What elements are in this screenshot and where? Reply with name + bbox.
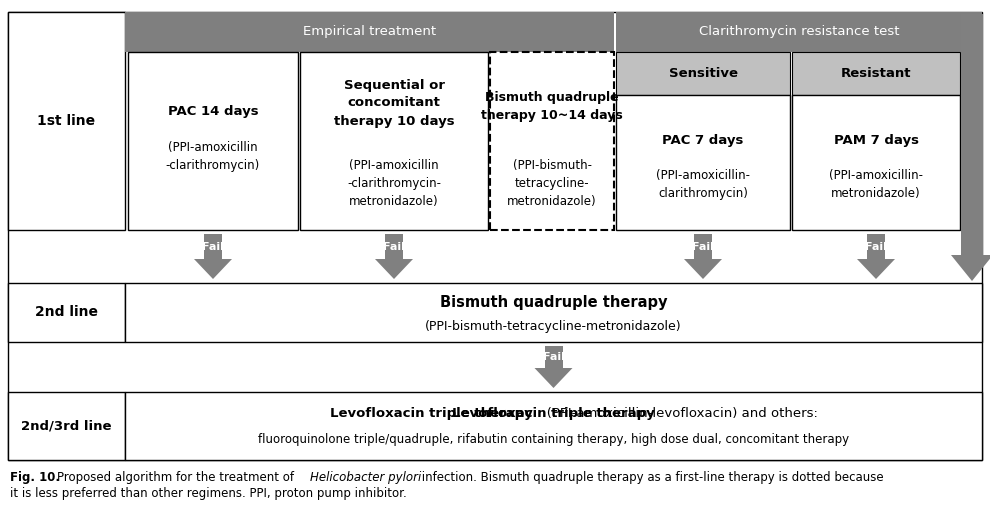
Text: infection. Bismuth quadruple therapy as a first-line therapy is dotted because: infection. Bismuth quadruple therapy as … [418,472,884,484]
FancyBboxPatch shape [128,52,298,230]
Text: Fail: Fail [383,242,405,252]
Text: Fail: Fail [202,242,224,252]
FancyBboxPatch shape [204,234,222,259]
Text: fluoroquinolone triple/quadruple, rifabutin containing therapy, high dose dual, : fluoroquinolone triple/quadruple, rifabu… [258,433,849,447]
Text: Levofloxacin triple therapy: Levofloxacin triple therapy [330,407,533,421]
Text: PAC 7 days: PAC 7 days [662,134,743,147]
Text: Fail: Fail [543,352,564,362]
FancyBboxPatch shape [792,95,960,230]
Text: Resistant: Resistant [841,67,911,80]
Polygon shape [951,255,990,281]
FancyBboxPatch shape [490,52,614,230]
FancyBboxPatch shape [867,234,885,259]
Text: (PPI-bismuth-tetracycline-metronidazole): (PPI-bismuth-tetracycline-metronidazole) [425,320,682,333]
FancyBboxPatch shape [616,95,790,230]
FancyBboxPatch shape [792,52,960,95]
Text: 2nd line: 2nd line [35,305,98,320]
FancyBboxPatch shape [616,52,790,95]
FancyBboxPatch shape [300,52,488,230]
Text: (PPI-amoxicillin-
metronidazole): (PPI-amoxicillin- metronidazole) [829,169,923,200]
Text: 1st line: 1st line [38,114,96,128]
Text: (PPI-bismuth-
tetracycline-
metronidazole): (PPI-bismuth- tetracycline- metronidazol… [507,158,597,208]
Polygon shape [684,259,722,279]
Text: Levofloxacin triple therapy: Levofloxacin triple therapy [452,407,654,421]
Text: Fail: Fail [692,242,714,252]
Text: 2nd/3rd line: 2nd/3rd line [21,419,112,433]
FancyBboxPatch shape [8,12,125,230]
Text: (PPI-amoxicillin-
clarithromycin): (PPI-amoxicillin- clarithromycin) [656,169,750,200]
FancyBboxPatch shape [544,346,562,368]
Text: Fig. 10.: Fig. 10. [10,472,60,484]
Text: (PPI-amoxicillin-levofloxacin) and others:: (PPI-amoxicillin-levofloxacin) and other… [330,407,818,421]
FancyBboxPatch shape [385,234,403,259]
FancyBboxPatch shape [694,234,712,259]
FancyBboxPatch shape [125,283,982,342]
Text: (PPI-amoxicillin
-clarithromycin-
metronidazole): (PPI-amoxicillin -clarithromycin- metron… [347,158,441,208]
Text: (PPI-amoxicillin
-clarithromycin): (PPI-amoxicillin -clarithromycin) [166,141,260,172]
FancyBboxPatch shape [961,14,983,255]
Text: PAM 7 days: PAM 7 days [834,134,919,147]
Text: Bismuth quadruple
therapy 10~14 days: Bismuth quadruple therapy 10~14 days [481,90,623,122]
Text: Fail: Fail [865,242,887,252]
Text: Sensitive: Sensitive [668,67,738,80]
Text: Helicobacter pylori: Helicobacter pylori [310,472,422,484]
Polygon shape [375,259,413,279]
FancyBboxPatch shape [8,392,125,460]
Text: it is less preferred than other regimens. PPI, proton pump inhibitor.: it is less preferred than other regimens… [10,487,407,501]
FancyBboxPatch shape [616,12,982,52]
Text: Clarithromycin resistance test: Clarithromycin resistance test [699,25,899,39]
Polygon shape [194,259,232,279]
FancyBboxPatch shape [8,283,125,342]
Text: Bismuth quadruple therapy: Bismuth quadruple therapy [440,295,667,310]
Text: Sequential or
concomitant
therapy 10 days: Sequential or concomitant therapy 10 day… [334,79,454,127]
FancyBboxPatch shape [8,12,982,460]
Text: Proposed algorithm for the treatment of: Proposed algorithm for the treatment of [57,472,298,484]
Text: Empirical treatment: Empirical treatment [303,25,436,39]
Text: PAC 14 days: PAC 14 days [167,105,258,117]
Polygon shape [857,259,895,279]
FancyBboxPatch shape [125,392,982,460]
Polygon shape [535,368,572,388]
FancyBboxPatch shape [125,12,614,52]
